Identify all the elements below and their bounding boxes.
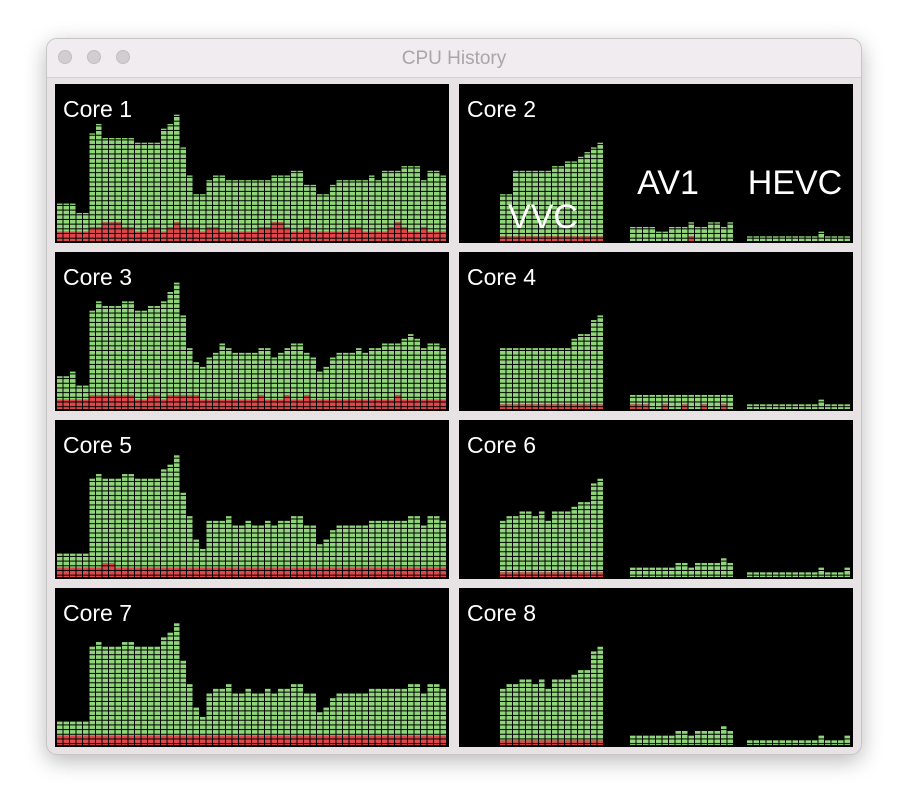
close-button[interactable] — [58, 50, 72, 64]
core-label: Core 2 — [467, 96, 536, 122]
core-label: Core 3 — [63, 264, 132, 290]
cell-grid — [55, 420, 449, 579]
cell-grid — [459, 420, 853, 579]
title-bar: CPU History — [47, 39, 861, 78]
core-panel: Core 5 — [55, 420, 449, 579]
cell-grid — [55, 588, 449, 747]
core-panel: Core 8 — [459, 588, 853, 747]
core-panel: Core 1 — [55, 84, 449, 243]
cell-grid — [55, 84, 449, 243]
core-label: Core 5 — [63, 432, 132, 458]
zoom-button[interactable] — [116, 50, 130, 64]
core-label: Core 6 — [467, 432, 536, 458]
core-panel: Core 3 — [55, 252, 449, 411]
codec-label: HEVC — [748, 164, 842, 202]
cell-grid — [459, 252, 853, 411]
codec-label: VVC — [508, 198, 578, 236]
cell-grid — [459, 588, 853, 747]
cell-grid — [459, 84, 853, 243]
minimize-button[interactable] — [87, 50, 101, 64]
core-panel: Core 6 — [459, 420, 853, 579]
core-label: Core 8 — [467, 600, 536, 626]
cell-grid — [55, 252, 449, 411]
core-label: Core 1 — [63, 96, 132, 122]
core-panel: Core 4 — [459, 252, 853, 411]
window-title: CPU History — [401, 48, 507, 69]
core-panel: Core 7 — [55, 588, 449, 747]
core-label: Core 4 — [467, 264, 536, 290]
core-label: Core 7 — [63, 600, 132, 626]
codec-label: AV1 — [637, 164, 699, 202]
core-panel: Core 2 — [459, 84, 853, 243]
